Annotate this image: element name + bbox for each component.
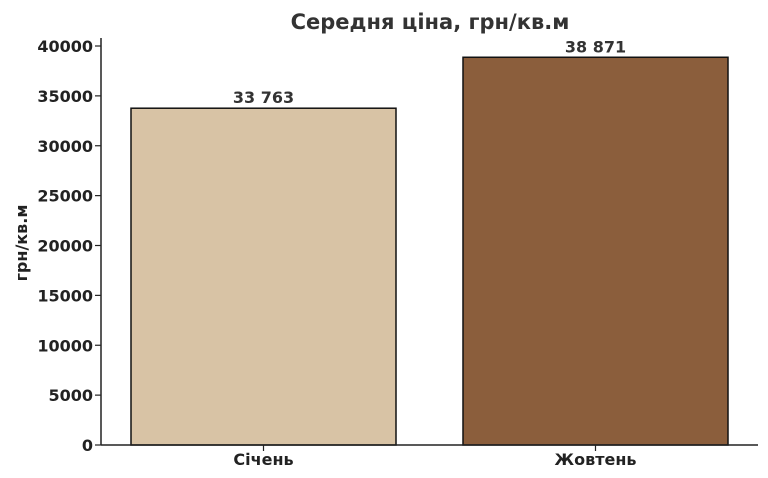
y-tick-label: 35000 bbox=[37, 87, 93, 106]
data-label: 38 871 bbox=[565, 37, 626, 56]
y-tick-label: 5000 bbox=[48, 386, 93, 405]
bar-1 bbox=[130, 107, 397, 446]
y-tick-label: 40000 bbox=[37, 37, 93, 56]
y-tick-label: 20000 bbox=[37, 237, 93, 256]
y-tick-label: 15000 bbox=[37, 286, 93, 305]
x-tick-label: Жовтень bbox=[555, 450, 637, 469]
data-label: 33 763 bbox=[233, 88, 294, 107]
y-tick-label: 0 bbox=[82, 436, 93, 455]
y-tick-label: 25000 bbox=[37, 187, 93, 206]
y-tick-label: 30000 bbox=[37, 137, 93, 156]
chart-title: Середня ціна, грн/кв.м bbox=[291, 10, 570, 34]
y-tick-label: 10000 bbox=[37, 336, 93, 355]
y-axis-label: грн/кв.м bbox=[12, 205, 31, 282]
x-tick-label: Січень bbox=[233, 450, 293, 469]
bar-2 bbox=[462, 56, 729, 446]
